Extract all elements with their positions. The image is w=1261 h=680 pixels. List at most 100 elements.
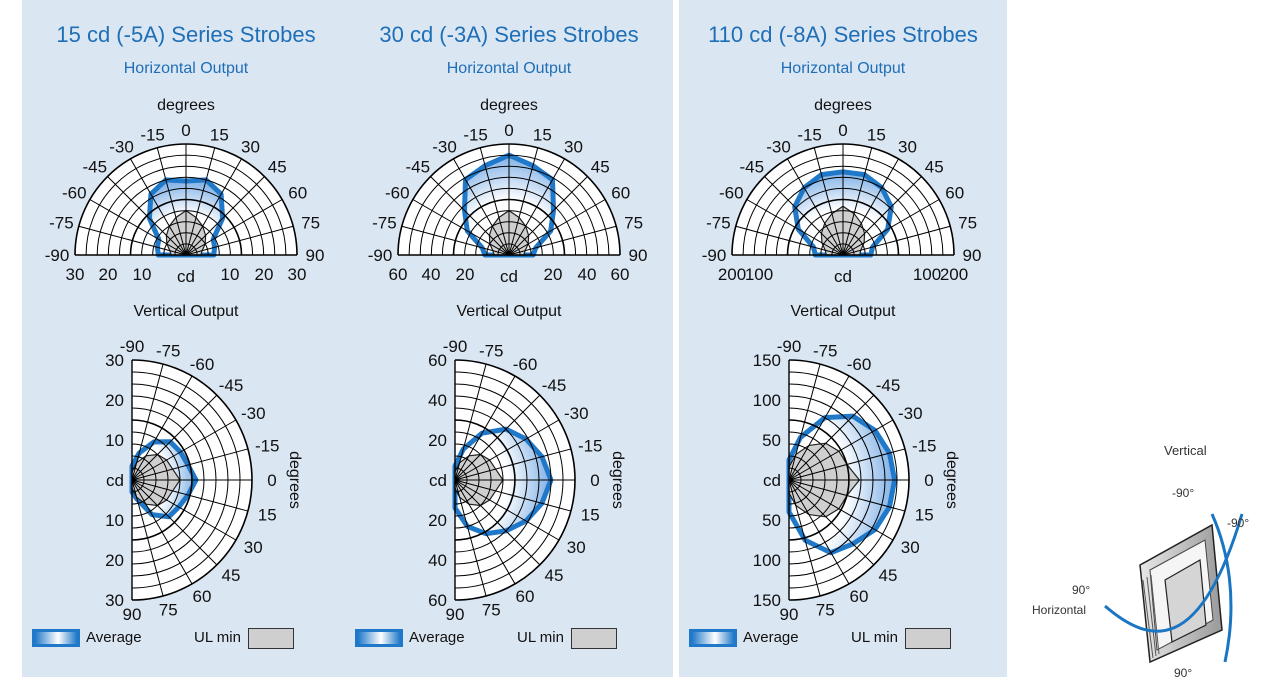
grid-spoke	[131, 375, 193, 481]
radius-tick-label: 100	[913, 265, 941, 284]
radius-tick-label: 40	[428, 391, 447, 410]
angle-tick-label: 60	[945, 184, 964, 203]
vertical-polar-chart: -90 -75-60-45-30-150153045607590degrees60…	[428, 337, 626, 624]
grid-spoke	[746, 199, 844, 256]
grid-spoke	[813, 147, 844, 256]
strobe-panel-1: 15 cd (-5A) Series Strobes Horizontal Out…	[22, 0, 350, 677]
angle-tick-label: 45	[879, 566, 898, 585]
grid-spoke	[454, 479, 572, 512]
polar-charts: -90-75-60-45-30-15 0 153045607590degrees60…	[368, 97, 648, 624]
angle-tick-label: -15	[912, 436, 937, 455]
grid-spoke	[131, 363, 164, 481]
mounting-orientation-diagram: Vertical -90° -90° 90° Horizontal 90°	[1000, 430, 1261, 680]
angle-tick-label: -90	[368, 246, 393, 265]
grid-spoke	[479, 147, 510, 256]
grid-spoke	[454, 479, 487, 597]
grid-spoke	[131, 479, 237, 541]
ul-min-legend-swatch	[248, 628, 294, 649]
angle-tick-label: -30	[432, 138, 457, 157]
angle-axis-label: degrees	[943, 451, 960, 509]
ul-min-legend-swatch	[571, 628, 617, 649]
grid-spoke	[788, 479, 821, 597]
average-legend-swatch	[355, 629, 403, 647]
angle-tick-label: -90	[777, 337, 802, 356]
horizontal-polar-chart: -90-75-60-45-30-15 0 153045607590degrees60…	[368, 97, 648, 286]
grid-spoke	[131, 479, 193, 585]
grid-spoke	[788, 394, 875, 481]
horizontal-output-title: Horizontal Output	[780, 60, 906, 77]
radius-tick-label: 200	[718, 265, 746, 284]
panel-title: 110 cd (-8A) Series Strobes	[708, 22, 978, 47]
angle-tick-label: -15	[797, 125, 822, 144]
radius-tick-label: 20	[428, 511, 447, 530]
grid-spoke	[454, 363, 487, 481]
radius-tick-label: 60	[389, 265, 408, 284]
grid-spoke	[842, 147, 873, 256]
radius-tick-label: 100	[745, 265, 773, 284]
angle-tick-label: 75	[816, 600, 835, 619]
angle-tick-label: 75	[482, 600, 501, 619]
angle-tick-label: -15	[463, 125, 488, 144]
grid-spoke	[454, 479, 560, 541]
angle-tick-label: 15	[258, 506, 277, 525]
radius-tick-label: 20	[544, 265, 563, 284]
radius-unit-label: cd	[177, 267, 195, 286]
ul-min-legend-label: UL min	[194, 629, 241, 646]
angle-tick-label: -75	[156, 342, 181, 361]
radius-tick-label: 100	[753, 391, 781, 410]
angle-tick-label: 75	[624, 214, 643, 233]
ul-min-legend-label: UL min	[851, 629, 898, 646]
angle-tick-label: 30	[564, 138, 583, 157]
angle-tick-label: -90	[702, 246, 727, 265]
angle-tick-label: -75	[813, 342, 838, 361]
average-legend-label: Average	[409, 629, 465, 646]
angle-tick-label: 60	[850, 587, 869, 606]
average-legend-label: Average	[86, 629, 142, 646]
horizontal-output-title: Horizontal Output	[123, 60, 249, 77]
grid-spoke	[842, 176, 922, 256]
horizontal-angle-label: -90°	[1227, 516, 1250, 530]
angle-tick-label: 75	[159, 600, 178, 619]
angle-tick-label: 60	[193, 587, 212, 606]
angle-tick-label: -75	[706, 214, 731, 233]
angle-tick-label: -30	[898, 404, 923, 423]
vertical-polar-chart: -90 -75-60-45-30-150153045607590degrees15…	[753, 337, 960, 624]
angle-tick-label: 0	[181, 121, 190, 140]
angle-tick-label: -75	[372, 214, 397, 233]
angle-tick-label: -75	[479, 342, 504, 361]
angle-tick-label: -45	[219, 376, 244, 395]
chart-legend: Average UL min	[22, 628, 350, 652]
grid-spoke	[788, 448, 906, 481]
grid-spoke	[788, 419, 894, 481]
grid-spoke	[156, 147, 187, 256]
grid-spoke	[454, 479, 516, 585]
angle-tick-label: -15	[578, 436, 603, 455]
vertical-angle-label: -90°	[1172, 486, 1195, 500]
angle-tick-label: -15	[255, 436, 280, 455]
angle-tick-label: 45	[268, 158, 287, 177]
radius-tick-label: 60	[428, 591, 447, 610]
radius-tick-label: 60	[611, 265, 630, 284]
angle-tick-label: 90	[629, 246, 648, 265]
angle-tick-label: 75	[958, 214, 977, 233]
angle-tick-label: -60	[62, 184, 87, 203]
radius-unit-label: cd	[429, 471, 447, 490]
horizontal-rotation-arc	[1104, 513, 1244, 633]
angle-tick-label: 30	[898, 138, 917, 157]
average-legend-swatch	[32, 629, 80, 647]
grid-spoke	[185, 176, 265, 256]
grid-spoke	[131, 419, 237, 481]
grid-spoke	[787, 158, 844, 256]
grid-spoke	[508, 147, 539, 256]
angle-tick-label: 45	[222, 566, 241, 585]
angle-tick-label: 15	[533, 125, 552, 144]
radius-tick-label: 30	[288, 265, 307, 284]
grid-spoke	[508, 158, 565, 256]
grid-spoke	[78, 225, 187, 256]
grid-spoke	[508, 176, 588, 256]
horizontal-axis-label: Horizontal	[1032, 603, 1087, 617]
radius-tick-label: 40	[422, 265, 441, 284]
radius-tick-label: 10	[105, 431, 124, 450]
radius-tick-label: 150	[753, 591, 781, 610]
